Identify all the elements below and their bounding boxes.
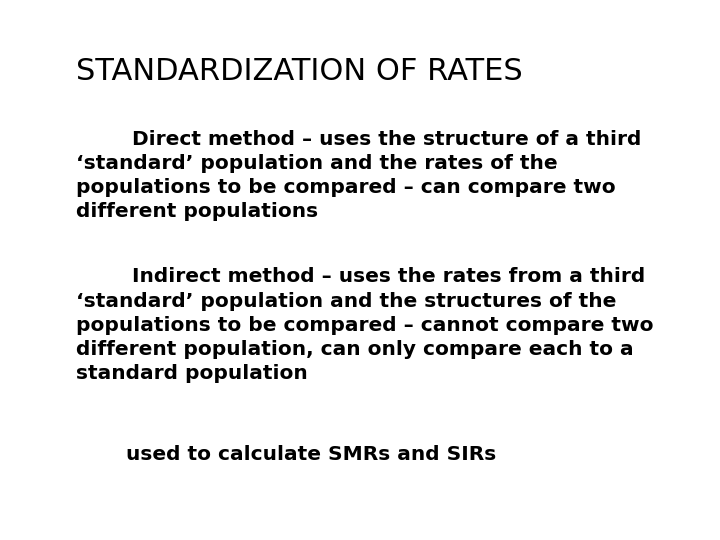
Text: Direct method – uses the structure of a third
‘standard’ population and the rate: Direct method – uses the structure of a … bbox=[76, 130, 641, 221]
Text: Indirect method – uses the rates from a third
‘standard’ population and the stru: Indirect method – uses the rates from a … bbox=[76, 267, 653, 383]
Text: STANDARDIZATION OF RATES: STANDARDIZATION OF RATES bbox=[76, 57, 522, 86]
Text: used to calculate SMRs and SIRs: used to calculate SMRs and SIRs bbox=[126, 446, 496, 464]
